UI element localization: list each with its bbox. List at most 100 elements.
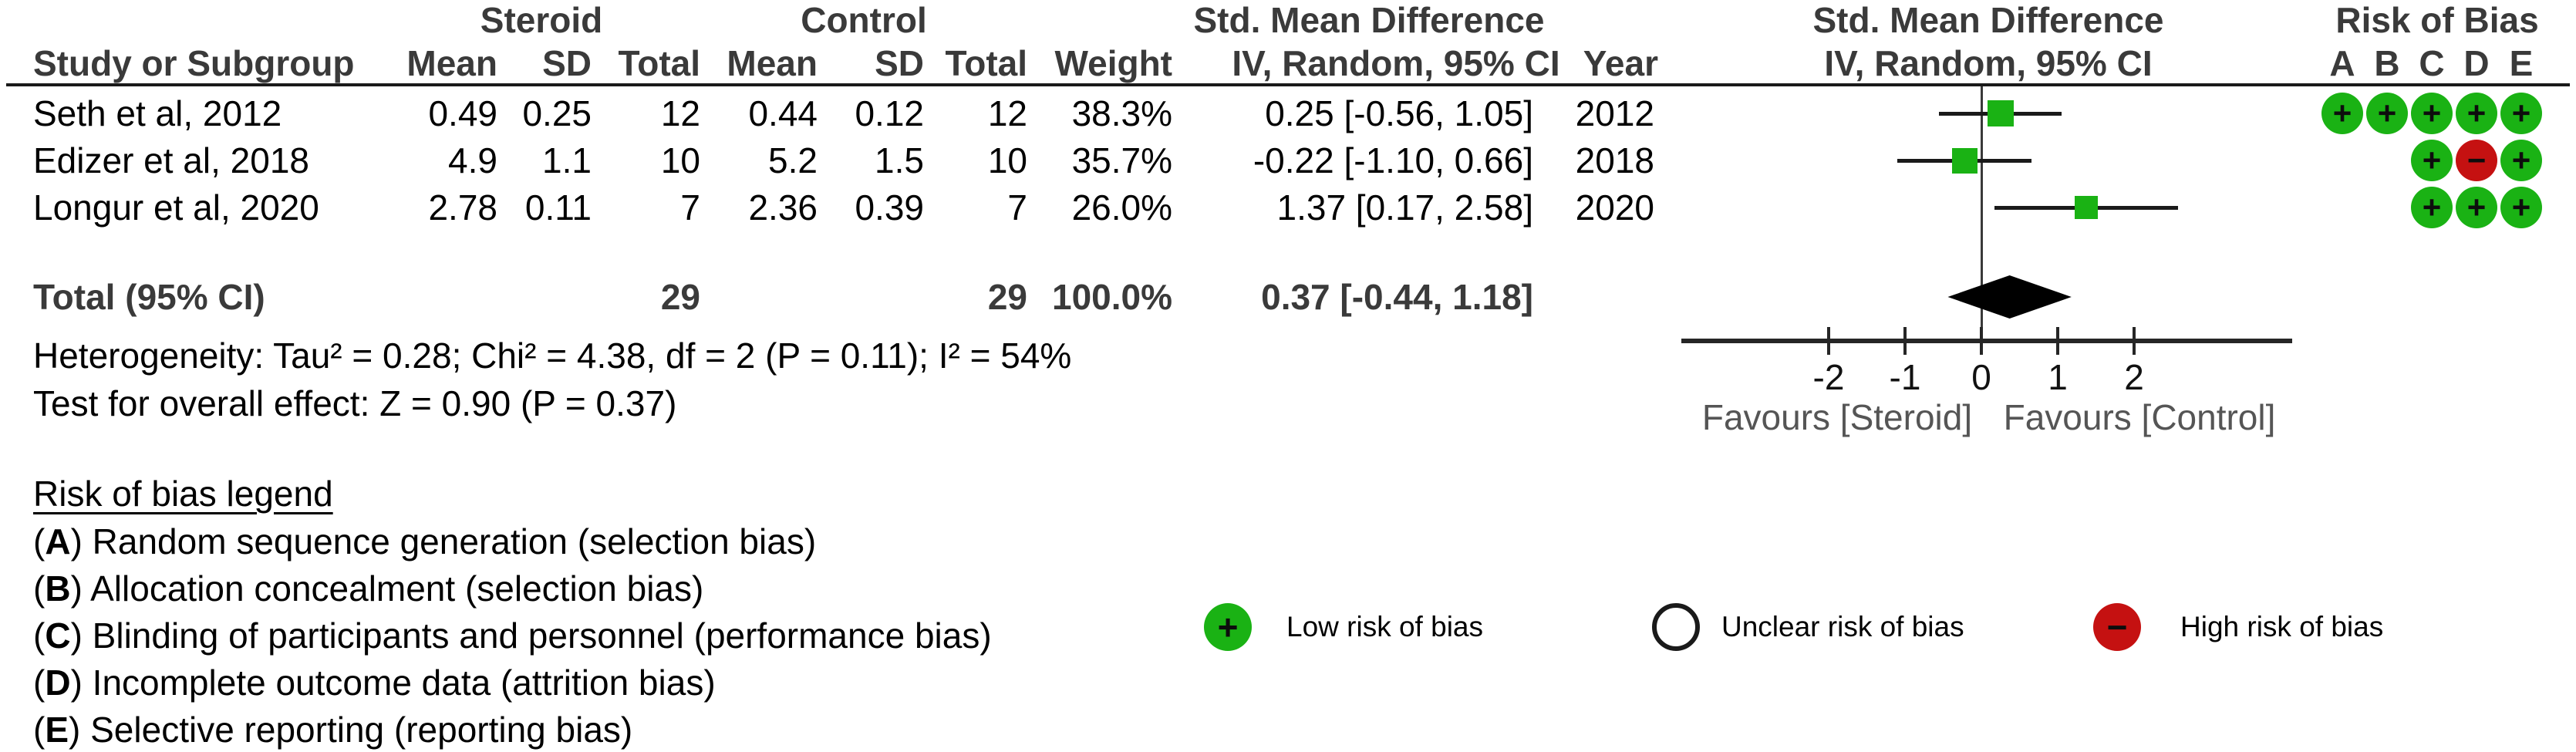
x-axis-tick-label: 0 [1971, 357, 1991, 397]
rob-circle-D-low: + [2456, 187, 2497, 228]
x-axis-tick [2133, 327, 2136, 355]
column-header-total-control: Total [945, 43, 1027, 83]
group-header-risk-of-bias: Risk of Bias [2335, 0, 2539, 40]
steroid-total-cell: 10 [660, 140, 700, 180]
group-header-control: Control [801, 0, 927, 40]
steroid-mean-cell: 0.49 [428, 93, 497, 133]
zero-line [1981, 86, 1983, 341]
key-label-unclear: Unclear risk of bias [1721, 611, 1964, 642]
x-axis-tick-label: -2 [1812, 357, 1845, 397]
rob-circle-B-low: + [2366, 93, 2408, 134]
header-rule [6, 83, 2570, 86]
rob-legend-item-key: C [45, 615, 71, 656]
year-cell: 2020 [1575, 187, 1654, 228]
key-label-high: High risk of bias [2180, 611, 2384, 642]
steroid-sd-cell: 0.11 [524, 187, 592, 228]
key-circle-unclear [1652, 603, 1700, 651]
key-label-low: Low risk of bias [1286, 611, 1483, 642]
rob-circle-E-low: + [2500, 140, 2542, 181]
rob-circle-E-low: + [2500, 93, 2542, 134]
total-weight: 100.0% [1051, 277, 1172, 317]
study-name: Edizer et al, 2018 [33, 140, 310, 180]
paren: ( [33, 568, 46, 609]
column-header-mean-control: Mean [727, 43, 818, 83]
paren: ( [33, 521, 46, 561]
column-header-ci-table: IV, Random, 95% CI [1232, 43, 1560, 83]
column-header-year: Year [1583, 43, 1658, 83]
rob-circle-C-low: + [2411, 140, 2453, 181]
steroid-total-cell: 12 [660, 93, 700, 133]
control-mean-cell: 0.44 [748, 93, 818, 133]
control-sd-cell: 0.39 [855, 187, 924, 228]
column-header-weight: Weight [1054, 43, 1172, 83]
total-ci-text: 0.37 [-0.44, 1.18] [1261, 277, 1533, 317]
steroid-mean-cell: 4.9 [448, 140, 497, 180]
paren: ( [33, 615, 46, 656]
rob-legend-item: (C) Blinding of participants and personn… [33, 615, 992, 656]
rob-legend-item-key: E [45, 710, 69, 750]
total-steroid-n: 29 [660, 277, 700, 317]
rob-column-letter-B: B [2374, 43, 2400, 83]
overall-effect-text: Test for overall effect: Z = 0.90 (P = 0… [33, 383, 677, 423]
study-name: Longur et al, 2020 [33, 187, 319, 228]
key-circle-low: + [1204, 603, 1252, 651]
paren: ) [70, 663, 93, 703]
ci-text-cell: 0.25 [-0.56, 1.05] [1265, 93, 1533, 133]
paren: ) [70, 615, 93, 656]
favours-right-label: Favours [Control] [2003, 397, 2276, 437]
column-header-ci-plot: IV, Random, 95% CI [1824, 43, 2153, 83]
rob-legend-item-key: D [45, 663, 71, 703]
x-axis-line [1681, 339, 2292, 343]
rob-column-letter-A: A [2329, 43, 2355, 83]
x-axis-tick [2056, 327, 2059, 355]
rob-legend-item-text: Allocation concealment (selection bias) [90, 568, 704, 609]
weight-cell: 26.0% [1071, 187, 1172, 228]
rob-legend-item: (E) Selective reporting (reporting bias) [33, 709, 632, 750]
rob-circle-D-low: + [2456, 93, 2497, 134]
rob-legend-item-key: B [45, 568, 71, 609]
x-axis-tick [1903, 327, 1907, 355]
x-axis-tick-label: 2 [2124, 357, 2144, 397]
rob-legend-item-text: Blinding of participants and personnel (… [92, 615, 992, 656]
effect-square-marker [1951, 147, 1978, 174]
rob-circle-C-low: + [2411, 187, 2453, 228]
steroid-total-cell: 7 [680, 187, 700, 228]
paren: ) [69, 710, 91, 750]
rob-legend-heading: Risk of bias legend [33, 474, 333, 514]
x-axis-tick [1827, 327, 1830, 355]
x-axis-tick-label: -1 [1889, 357, 1921, 397]
rob-circle-E-low: + [2500, 187, 2542, 228]
column-header-total-steroid: Total [618, 43, 700, 83]
key-circle-high: − [2093, 603, 2141, 651]
ci-text-cell: -0.22 [-1.10, 0.66] [1253, 140, 1533, 180]
control-mean-cell: 2.36 [748, 187, 818, 228]
x-axis-tick [1980, 327, 1983, 355]
rob-circle-D-high: − [2456, 140, 2497, 181]
column-header-study: Study or Subgroup [33, 43, 355, 83]
control-sd-cell: 1.5 [875, 140, 924, 180]
rob-circle-A-low: + [2321, 93, 2363, 134]
rob-column-letter-D: D [2463, 43, 2490, 83]
steroid-mean-cell: 2.78 [428, 187, 497, 228]
column-header-sd-control: SD [875, 43, 924, 83]
paren: ) [70, 568, 91, 609]
column-header-sd-steroid: SD [542, 43, 592, 83]
rob-legend-item: (D) Incomplete outcome data (attrition b… [33, 662, 716, 703]
rob-legend-item: (A) Random sequence generation (selectio… [33, 521, 816, 562]
ci-text-cell: 1.37 [0.17, 2.58] [1276, 187, 1534, 228]
heterogeneity-text: Heterogeneity: Tau² = 0.28; Chi² = 4.38,… [33, 336, 1072, 376]
rob-legend-item-text: Selective reporting (reporting bias) [90, 710, 633, 750]
paren: ) [70, 521, 93, 561]
rob-legend-item-text: Incomplete outcome data (attrition bias) [92, 663, 716, 703]
control-total-cell: 10 [987, 140, 1027, 180]
paren: ( [33, 710, 46, 750]
paren: ( [33, 663, 46, 703]
pooled-diamond [1947, 275, 2072, 319]
favours-left-label: Favours [Steroid] [1701, 397, 1973, 437]
control-sd-cell: 0.12 [855, 93, 924, 133]
total-control-n: 29 [987, 277, 1027, 317]
rob-legend-item: (B) Allocation concealment (selection bi… [33, 568, 703, 609]
effect-square-marker [1987, 100, 2014, 126]
steroid-sd-cell: 1.1 [542, 140, 592, 180]
rob-legend-item-key: A [45, 521, 71, 561]
